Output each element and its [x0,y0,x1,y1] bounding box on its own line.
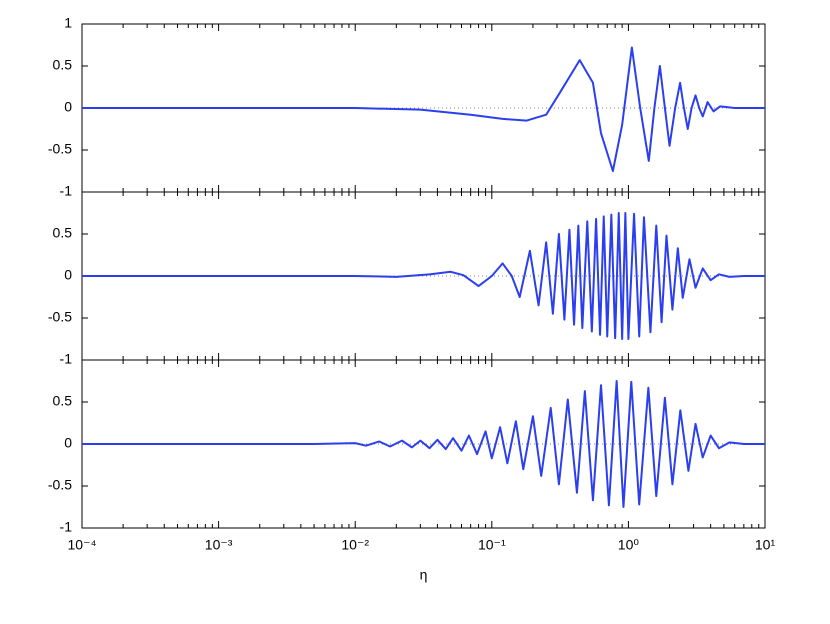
y-tick-label: 1 [64,15,72,31]
line-series [82,46,765,172]
x-tick-label: 10⁰ [618,537,640,553]
y-tick-label: -0.5 [48,477,72,493]
x-tick-label: 10⁻¹ [478,537,506,553]
y-tick-label: -0.5 [48,309,72,325]
x-tick-label: 10⁻² [341,537,369,553]
y-tick-label: 0 [64,99,72,115]
y-tick-label: -1 [60,183,73,199]
x-tick-label: 10⁻⁴ [68,537,97,553]
y-tick-label: 0.5 [53,225,73,241]
line-series [82,212,765,340]
y-tick-label: -1 [60,519,73,535]
y-tick-label: 0 [64,435,72,451]
line-series [82,380,765,508]
x-axis-label: η [420,567,428,583]
x-tick-label: 10⁻³ [205,537,233,553]
x-tick-label: 10¹ [755,537,776,553]
y-tick-label: -1 [60,351,73,367]
y-tick-label: -0.5 [48,141,72,157]
y-tick-label: 0 [64,267,72,283]
y-tick-label: 0.5 [53,393,73,409]
y-tick-label: 0.5 [53,57,73,73]
